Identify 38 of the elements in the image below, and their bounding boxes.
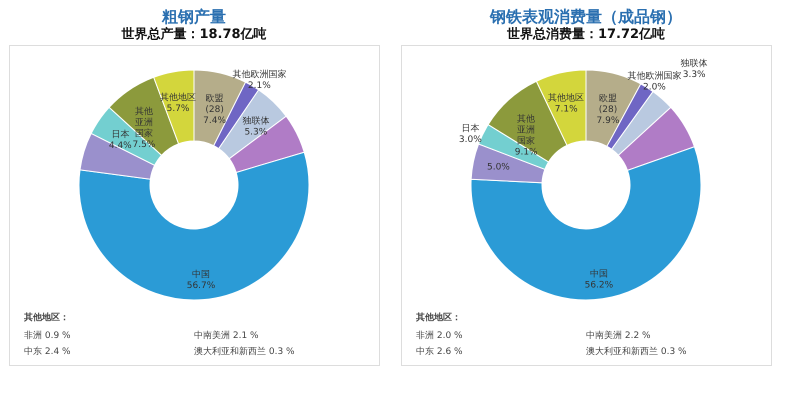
- text: 澳大利亚和新西兰 0.3 %: [194, 346, 296, 357]
- text: 其他地区：: [415, 312, 461, 323]
- slice-label: 其他地区: [548, 92, 584, 104]
- text: 中南美洲 2.1 %: [194, 330, 260, 341]
- slice-label: 其他欧洲国家: [627, 70, 682, 82]
- slice-label: 日本: [111, 129, 130, 140]
- text: 澳大利亚和新西兰 0.3 %: [586, 346, 688, 357]
- slice-label: 欧盟 (28): [598, 93, 618, 116]
- slice-label: 日本: [461, 122, 480, 134]
- data-label: 56.2%: [584, 280, 614, 291]
- data-label: 7.9%: [596, 116, 620, 126]
- text: 非洲 2.0 %: [416, 330, 464, 341]
- data-label: 2.0%: [643, 82, 666, 93]
- text: 中东 2.6 %: [416, 346, 464, 357]
- text: 中东 2.4 %: [24, 346, 72, 357]
- text: 非洲 0.9 %: [24, 330, 72, 341]
- chart-title: 粗钢产量: [161, 7, 226, 26]
- slice-label: 其他欧洲国家: [232, 68, 286, 80]
- data-label: 5.0%: [486, 162, 510, 173]
- data-label: 5.7%: [166, 104, 190, 114]
- data-label: 5.3%: [244, 127, 268, 138]
- data-label: 7.4%: [203, 116, 226, 126]
- slice-label: 中国: [192, 269, 210, 280]
- data-label: 56.7%: [186, 281, 216, 292]
- chart-subtitle: 世界总产量：18.78亿吨: [120, 26, 267, 42]
- slice-label: 其他亚洲国家: [517, 113, 536, 146]
- text: 中南美洲 2.2 %: [586, 330, 652, 341]
- data-label: 7.1%: [554, 104, 578, 115]
- text: 其他地区：: [23, 312, 69, 323]
- chart-subtitle: 世界总消费量：17.72亿吨: [506, 26, 666, 42]
- chart-title: 钢铁表观消费量（成品钢）: [489, 7, 682, 26]
- data-label: 3.0%: [458, 134, 482, 145]
- data-label: 2.1%: [248, 80, 272, 91]
- slice-label: 欧盟 (28): [205, 92, 224, 115]
- slice-label: 中国: [590, 268, 608, 280]
- slice-label: 独联体: [680, 58, 708, 70]
- slice-label: 独联体: [242, 115, 270, 126]
- data-label: 3.3%: [682, 70, 706, 80]
